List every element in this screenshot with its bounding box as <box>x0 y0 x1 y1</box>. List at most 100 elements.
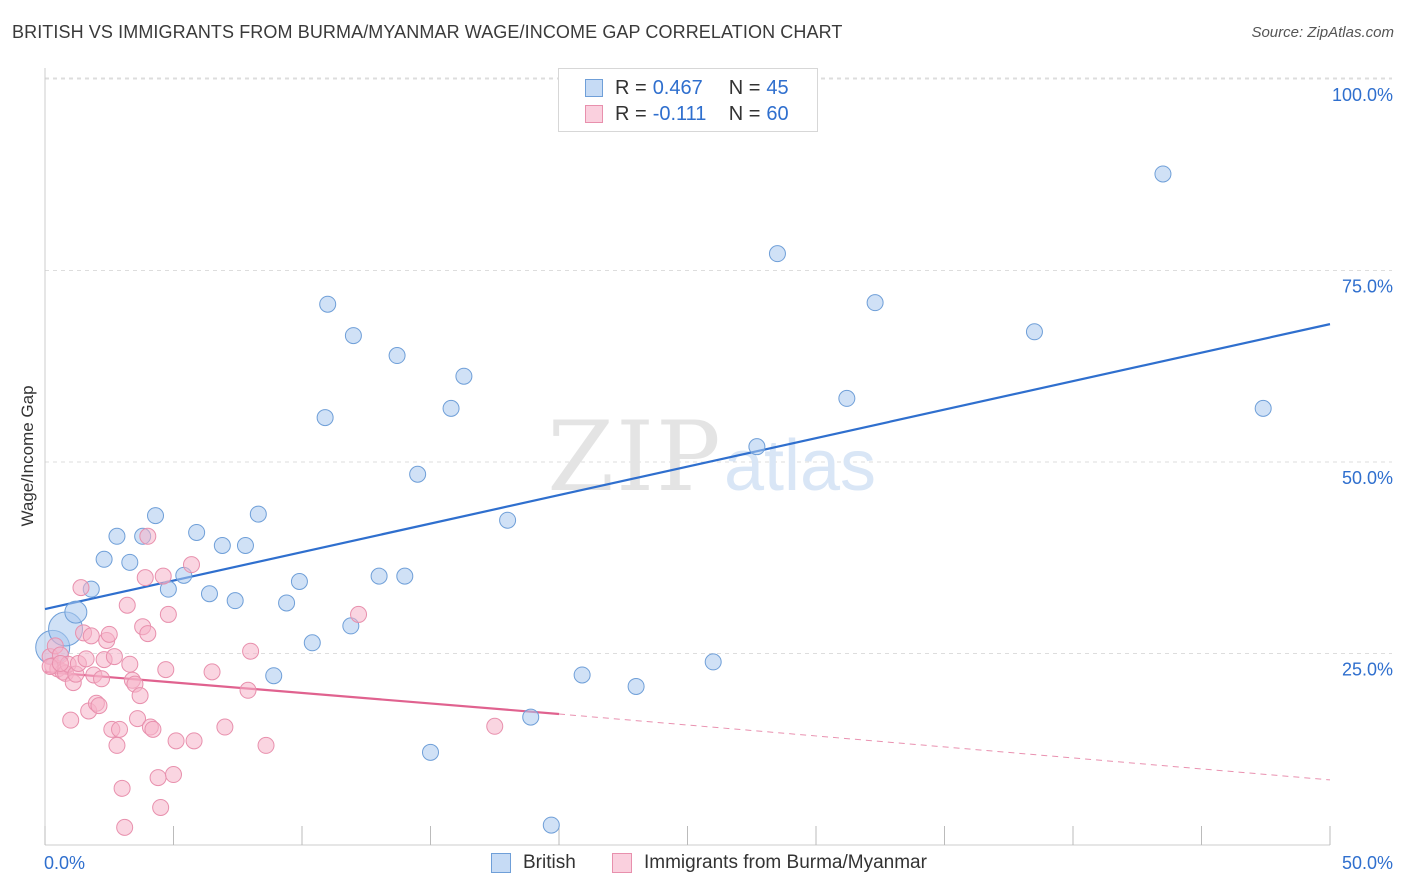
british-point <box>265 667 283 685</box>
british-point <box>147 507 165 525</box>
x-tick-label: 0.0% <box>44 853 85 873</box>
y-tick-label: 100.0% <box>1332 85 1393 105</box>
burma-point <box>152 798 170 816</box>
burma-point <box>108 736 126 754</box>
british-point <box>319 295 337 313</box>
british-point <box>748 438 766 456</box>
burma-point <box>72 579 90 597</box>
legend-swatch-burma <box>585 105 603 123</box>
bottom-legend: British Immigrants from Burma/Myanmar <box>0 852 1406 878</box>
burma-point <box>165 766 182 784</box>
burma-point <box>105 648 123 666</box>
watermark: ZIP atlas <box>547 401 876 513</box>
burma-point <box>149 769 167 787</box>
y-tick-label: 50.0% <box>1342 468 1393 488</box>
burma-point <box>113 779 131 797</box>
legend-r-label: R = <box>615 102 647 125</box>
burma-point <box>486 717 504 735</box>
burma-point <box>216 718 234 736</box>
bottom-legend-british[interactable]: British <box>491 852 576 874</box>
bottom-legend-burma[interactable]: Immigrants from Burma/Myanmar <box>612 852 927 874</box>
burma-point <box>111 720 129 738</box>
tick-labels: 25.0% 50.0% 75.0% 100.0% 0.0% 50.0% <box>44 85 1393 873</box>
british-point <box>442 399 460 417</box>
legend-n-label: N = <box>728 102 761 125</box>
burma-point <box>154 567 172 585</box>
british-point <box>388 347 406 365</box>
burma-point <box>77 650 95 668</box>
data-points <box>35 165 1272 836</box>
watermark-zip: ZIP <box>547 401 722 513</box>
burma-point <box>203 663 221 681</box>
legend-row-burma: R = -0.111 N = 60 <box>559 101 789 127</box>
burma-trendline <box>44 670 560 716</box>
british-point <box>213 536 231 554</box>
british-point <box>1154 165 1172 183</box>
british-point <box>1025 323 1043 341</box>
burma-point <box>93 670 111 688</box>
burma-point <box>90 697 108 715</box>
y-tick-label: 75.0% <box>1342 277 1393 297</box>
burma-point <box>139 625 157 643</box>
burma-point <box>121 655 139 673</box>
british-point <box>188 523 206 541</box>
watermark-atlas: atlas <box>724 426 876 506</box>
british-point <box>627 677 645 695</box>
burma-point <box>82 627 100 645</box>
legend-n-value: 45 <box>766 76 789 99</box>
trendlines <box>44 323 1331 781</box>
y-axis-label: Wage/Income Gap <box>18 385 37 527</box>
british-point <box>344 327 362 345</box>
british-point <box>95 550 113 568</box>
burma-point <box>129 710 147 728</box>
british-point <box>121 553 139 571</box>
bottom-legend-swatch-burma <box>612 853 632 873</box>
british-point <box>249 505 267 523</box>
legend-swatch-british <box>585 79 603 97</box>
british-point <box>303 634 321 652</box>
burma-point <box>239 681 257 699</box>
burma-point <box>139 527 157 545</box>
legend-r-label: R = <box>615 76 647 99</box>
british-point <box>499 511 517 529</box>
chart-title: BRITISH VS IMMIGRANTS FROM BURMA/MYANMAR… <box>12 22 843 42</box>
british-point <box>1254 399 1272 417</box>
british-point <box>370 567 388 585</box>
axes <box>44 68 1331 846</box>
grid <box>45 77 1392 654</box>
british-point <box>108 527 126 545</box>
burma-point <box>167 732 185 750</box>
burma-point <box>51 654 69 672</box>
burma-point <box>350 605 368 623</box>
british-point <box>316 409 334 427</box>
burma-point <box>159 605 177 623</box>
british-point <box>768 245 786 263</box>
legend-n-value: 60 <box>766 102 789 125</box>
british-point <box>704 653 722 671</box>
british-point <box>64 600 88 624</box>
british-point <box>290 572 308 590</box>
burma-point <box>136 569 154 587</box>
burma-point <box>242 642 260 660</box>
british-point <box>422 743 439 761</box>
british-point <box>236 536 254 554</box>
british-point <box>838 389 856 407</box>
burma-point <box>257 736 275 754</box>
british-point <box>396 567 414 585</box>
legend-row-british: R = 0.467 N = 45 <box>559 75 789 101</box>
british-point <box>573 666 591 684</box>
burma-point <box>185 732 203 750</box>
burma-point <box>157 661 175 679</box>
british-trendline <box>44 323 1331 611</box>
british-point <box>278 594 296 612</box>
legend-n-label: N = <box>728 76 761 99</box>
bottom-legend-swatch-british <box>491 853 511 873</box>
burma-trendline-extension <box>558 713 1331 781</box>
bottom-legend-label-burma: Immigrants from Burma/Myanmar <box>644 852 927 873</box>
british-point <box>226 592 244 610</box>
burma-point <box>182 556 200 574</box>
british-point <box>409 465 427 483</box>
burma-point <box>116 818 134 836</box>
burma-point <box>144 720 162 738</box>
